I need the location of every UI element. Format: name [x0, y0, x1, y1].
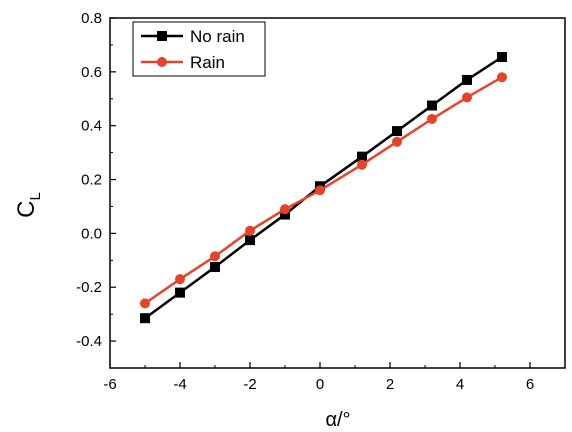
data-point-no-rain [497, 52, 507, 63]
x-tick-label: -2 [243, 376, 256, 393]
data-point-rain [245, 225, 255, 236]
y-tick-label: -0.4 [76, 333, 102, 350]
data-point-rain [280, 204, 290, 215]
data-point-no-rain [245, 235, 255, 246]
data-point-no-rain [392, 126, 402, 137]
data-point-no-rain [427, 100, 437, 111]
data-point-rain [462, 92, 472, 103]
data-point-no-rain [280, 209, 290, 220]
legend-marker-rain [157, 57, 167, 67]
x-tick-label: 0 [316, 376, 324, 393]
legend-marker-no-rain [157, 31, 167, 41]
y-tick-label: 0.0 [81, 225, 102, 242]
legend: No rain Rain [132, 21, 266, 77]
data-point-no-rain [357, 151, 367, 162]
data-point-rain [140, 298, 150, 309]
axis-ticks: -6 -4 -2 0 2 4 6 -0.4 -0.2 0.0 0.2 0.4 0.6 0.8 [76, 10, 534, 393]
data-point-rain [315, 185, 325, 196]
data-point-rain [357, 159, 367, 170]
x-tick-label: -4 [173, 376, 186, 393]
data-point-no-rain [175, 287, 185, 298]
data-point-rain [175, 274, 185, 285]
data-point-no-rain [462, 74, 472, 85]
series-layer [140, 52, 507, 324]
data-point-rain [210, 251, 220, 262]
data-point-rain [497, 72, 507, 83]
x-axis-title: α/° [325, 409, 350, 431]
y-axis-title: CL [13, 192, 44, 218]
x-tick-label: -6 [103, 376, 116, 393]
x-tick-label: 6 [526, 376, 534, 393]
data-point-no-rain [210, 262, 220, 273]
y-tick-label: 0.6 [81, 64, 102, 81]
data-point-rain [427, 113, 437, 124]
y-tick-label: 0.2 [81, 172, 102, 189]
x-tick-label: 2 [386, 376, 394, 393]
data-point-rain [392, 136, 402, 147]
legend-box [132, 21, 266, 77]
y-tick-label: 0.8 [81, 10, 102, 27]
y-tick-label: 0.4 [81, 118, 102, 135]
legend-label-no-rain: No rain [190, 27, 245, 46]
data-point-no-rain [140, 313, 150, 324]
y-tick-label: -0.2 [76, 279, 102, 296]
plot-frame [109, 17, 566, 369]
x-tick-label: 4 [456, 376, 464, 393]
legend-label-rain: Rain [190, 53, 225, 72]
